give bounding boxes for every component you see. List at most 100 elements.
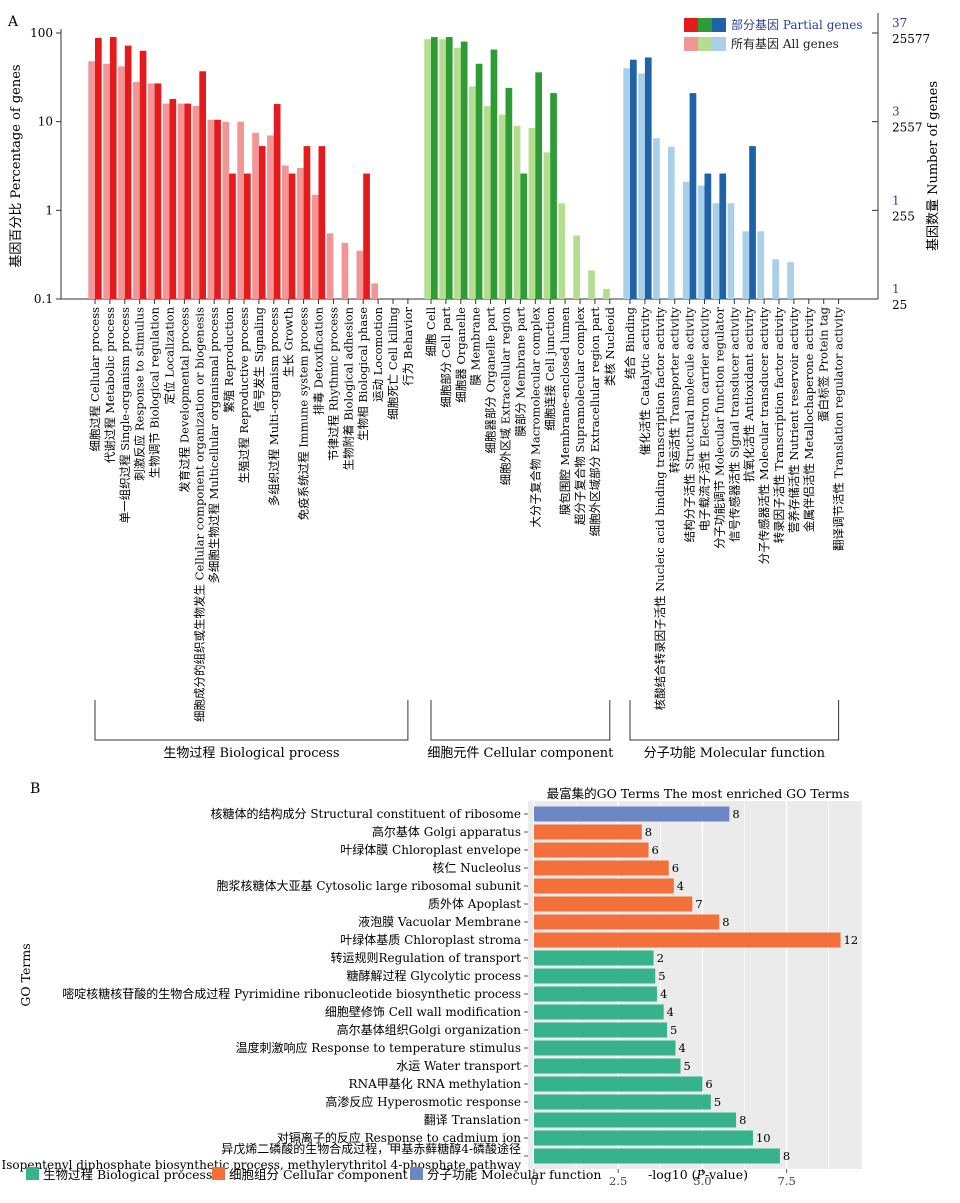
bar-cc (534, 878, 674, 894)
chart-b-plot: 最富集的GO Terms The most enriched GO Terms 8… (2, 786, 862, 1188)
category-label: 细胞 Cell (424, 307, 438, 357)
bar-partial-cc (431, 37, 438, 300)
bar-all-bp (103, 63, 110, 299)
term-label-line: 异戊烯二磷酸的生物合成过程，甲基赤藓糖醇4-磷酸途径 (221, 1141, 521, 1156)
bar-all-cc (498, 114, 506, 299)
category-label: 蛋白标签 Protein tag (817, 306, 831, 421)
right-tick-partial: 1 (892, 282, 900, 296)
bar-all-cc (454, 47, 461, 299)
bar-partial-bp (363, 173, 370, 299)
term-label: 叶绿体膜 Chloroplast envelope (340, 842, 521, 857)
bar-all-bp (311, 194, 319, 299)
bar-all-mf (727, 203, 735, 299)
term-label: 胞浆核糖体大亚基 Cytosolic large ribosomal subun… (217, 878, 522, 893)
term-label: 异戊烯二磷酸的生物合成过程，甲基赤藓糖醇4-磷酸途径 Isopentenyl di… (2, 1141, 522, 1172)
bar-partial-cc (475, 63, 483, 299)
category-label: 细胞连接 Cell junction (543, 306, 557, 430)
category-label: 细胞器 Organelle (454, 307, 468, 403)
category-label: 细胞器部分 Organelle part (484, 307, 498, 454)
category-label: 电子载流子活性 Electron carrier activity (698, 307, 712, 532)
bar-partial-bp (258, 146, 266, 299)
chart-a: A 0.1 1 10 100 37 25577 3 2557 1 255 1 25 基因百分比 Perc… (7, 13, 941, 761)
term-label: 高尔基体组织Golgi organization (337, 1022, 522, 1037)
bar-partial-mf (689, 93, 697, 299)
x-axis-label-prefix: -log10 ( (648, 1167, 697, 1182)
panel-a-label: A (7, 14, 19, 30)
bar-count-label: 8 (739, 1113, 746, 1127)
bar-all-bp (252, 132, 259, 299)
bar-bp (534, 1022, 668, 1038)
legend-all: 所有基因 All genes (684, 35, 839, 52)
category-label: 运动 Locomotion (371, 306, 385, 402)
bar-count-label: 8 (732, 807, 739, 821)
bar-all-cc (424, 39, 431, 300)
category-label: 多组织过程 Multi-organism process (267, 307, 281, 506)
bar-bp (534, 968, 656, 984)
term-label: 核糖体的结构成分 Structural constituent of ribos… (211, 806, 521, 821)
category-label: 信号传感器活性 Signal transducer activity (727, 307, 741, 543)
group-label: 细胞元件 Cellular component (427, 746, 614, 761)
bar-bp (534, 950, 654, 966)
legend-swatch-mf-partial (712, 17, 726, 32)
bar-count-label: 8 (722, 915, 729, 929)
bar-all-bp (341, 242, 349, 299)
bar-all-bp (88, 61, 95, 299)
term-label: RNA甲基化 RNA methylation (349, 1077, 522, 1091)
chart-b-title: 最富集的GO Terms The most enriched GO Terms (547, 786, 850, 801)
bar-count-label: 12 (844, 933, 859, 947)
x-tick-label: 2.5 (609, 1174, 627, 1188)
bar-partial-cc (490, 49, 498, 299)
bar-partial-cc (460, 41, 468, 300)
bar-partial-cc (520, 173, 528, 299)
bar-all-cc (588, 270, 595, 299)
bar-count-label: 5 (684, 1059, 691, 1073)
category-label: 细胞部分 Cell part (439, 307, 453, 408)
y-axis-right-label: 基因数量 Number of genes (926, 81, 941, 251)
bar-all-bp (147, 83, 155, 299)
category-label: 定位 Localization (163, 306, 177, 404)
group-label: 分子功能 Molecular function (644, 746, 826, 761)
bar-count-label: 2 (657, 951, 664, 965)
bar-all-mf (638, 73, 645, 299)
category-label: 膜 Membrane (469, 307, 483, 386)
category-label: 结合 Binding (623, 306, 637, 379)
term-label: 水运 Water transport (396, 1059, 521, 1073)
term-label-line: Isopentenyl diphosphate biosynthetic pro… (2, 1158, 522, 1172)
bar-all-cc (573, 235, 580, 299)
bar-partial-bp (244, 173, 251, 299)
category-label: 代谢过程 Metabolic process (103, 307, 117, 463)
bar-count-label: 6 (652, 843, 659, 857)
bar-count-label: 4 (667, 1005, 674, 1019)
bar-cc (534, 914, 720, 930)
bar-bp (534, 1040, 676, 1056)
legend-swatch-cc (212, 1167, 225, 1180)
x-tick-label: 0 (530, 1174, 537, 1188)
bar-cc (534, 932, 841, 948)
category-label: 结构分子活性 Structural molecule activity (683, 307, 697, 543)
category-label: 生物相 Biological phase (356, 307, 370, 441)
term-label: 温度刺激响应 Response to temperature stimulus (235, 1040, 521, 1055)
bar-count-label: 7 (695, 897, 702, 911)
bar-all-bp (326, 233, 334, 299)
y-tick-label: 1 (45, 203, 53, 217)
category-label: 刺激反应 Response to stimulus (133, 307, 147, 481)
category-label: 细胞死亡 Cell killing (386, 306, 400, 419)
bar-partial-bp (95, 37, 102, 299)
category-label: 排毒 Detoxification (312, 306, 326, 415)
bar-partial-mf (749, 146, 756, 299)
term-label: 高渗反应 Hyperosmotic response (325, 1094, 521, 1109)
right-tick-partial: 1 (892, 193, 900, 207)
bar-all-bp (356, 250, 364, 299)
legend-swatch-cc-all (698, 36, 712, 51)
bar-all-cc (513, 125, 521, 299)
bar-partial-bp (199, 71, 206, 300)
legend-swatch-mf (410, 1167, 423, 1180)
bar-count-label: 5 (714, 1095, 721, 1109)
chart-a-plot: 0.1 1 10 100 37 25577 3 2557 1 255 1 25 基因百分比 Percen… (9, 13, 941, 761)
category-label: 细胞过程 Cellular process (88, 307, 102, 452)
category-label: 行为 Behavior (401, 307, 415, 386)
bar-all-cc (469, 86, 476, 299)
term-label: 叶绿体基质 Chloroplast stroma (340, 932, 521, 947)
bar-all-bp (371, 283, 379, 299)
bar-partial-bp (229, 173, 236, 299)
